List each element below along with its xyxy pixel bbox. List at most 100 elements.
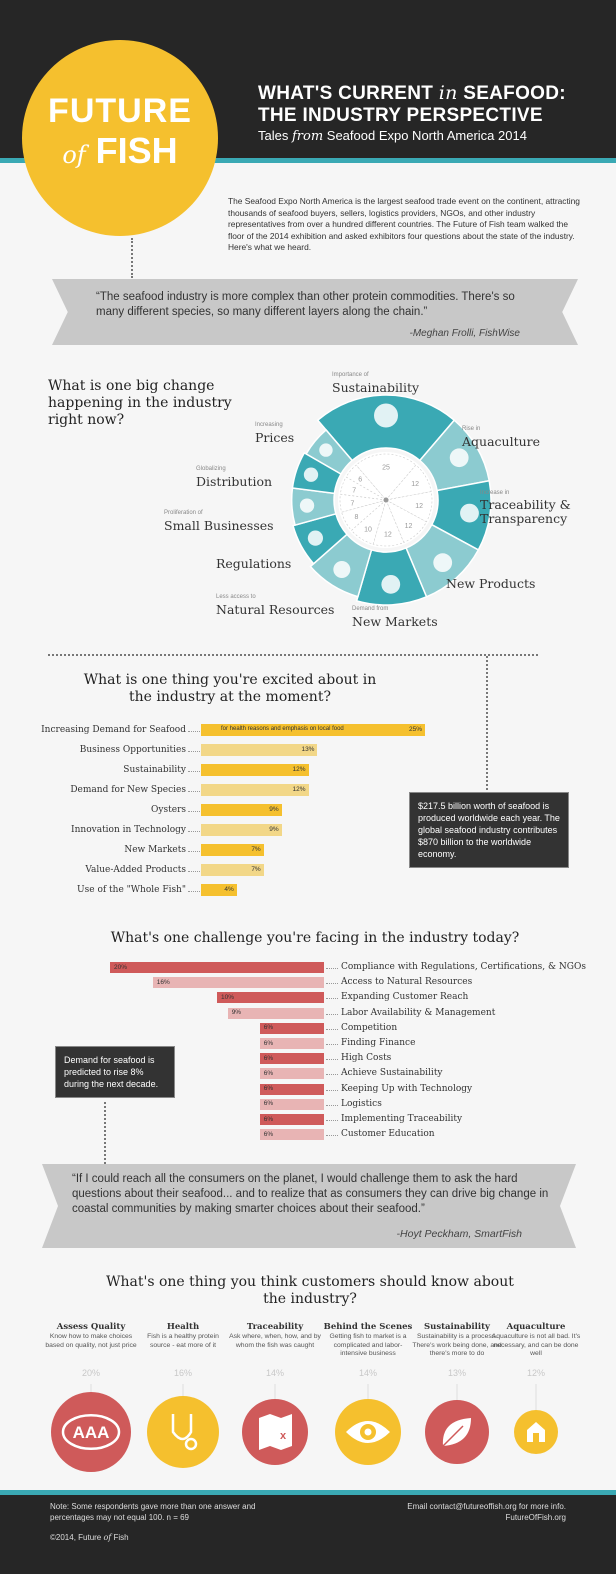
- excited-label-increasing-demand-for-seafood: Increasing Demand for Seafood: [41, 725, 186, 735]
- challenge-bar-expanding-customer-reach: 10%: [217, 992, 324, 1004]
- logo-of: of: [62, 141, 86, 169]
- copy-b: Fish: [111, 1533, 129, 1542]
- footer-copyright: ©2014, Future of Fish: [50, 1533, 129, 1542]
- fact-box-2: Demand for seafood is predicted to rise …: [55, 1046, 175, 1098]
- fact1-connector: [486, 656, 488, 790]
- challenge-leader: [326, 1135, 338, 1137]
- excited-leader: [188, 731, 200, 732]
- pie-value-sustainability: 25: [382, 464, 390, 471]
- challenge-label-compliance-with-regulations-certifications-ngos: Compliance with Regulations, Certificati…: [341, 962, 586, 972]
- category-traceability: Traceability Ask where, when, how, and by…: [229, 1322, 321, 1350]
- pie-icon-regulations-icon: [307, 530, 324, 546]
- category-desc: Aquaculture is not all bad. It's necessa…: [491, 1333, 581, 1357]
- category-title: Behind the Scenes: [323, 1322, 413, 1332]
- excited-leader: [188, 871, 200, 872]
- map-x-mark: x: [280, 1430, 287, 1442]
- header-stripe: [0, 158, 616, 163]
- fact-box-1: $217.5 billion worth of seafood is produ…: [409, 792, 569, 868]
- excited-leader: [188, 831, 200, 832]
- intro-text: The Seafood Expo North America is the la…: [228, 196, 580, 252]
- category-pct-assess-quality: 20%: [81, 1368, 100, 1378]
- footer-stripe: [0, 1490, 616, 1495]
- excited-bar-use-of-the-whole-fish: 4%: [201, 884, 237, 896]
- pie-label-traceability-transparency: Traceability & Transparency: [480, 497, 571, 526]
- pie-label-small-sustainability: Importance of: [332, 372, 369, 378]
- pie-value-new-products: 12: [405, 523, 413, 530]
- copy-a: ©2014, Future: [50, 1533, 104, 1542]
- challenge-leader: [326, 998, 338, 1000]
- challenge-value: 6%: [263, 1054, 274, 1062]
- pie-icon-new-products-icon: [433, 553, 453, 573]
- category-title: Health: [166, 1322, 200, 1332]
- challenge-value: 6%: [263, 1024, 274, 1032]
- category-assess-quality: Assess Quality Know how to make choices b…: [45, 1322, 137, 1350]
- pie-inner-wedge-natural-resources: [351, 499, 387, 545]
- challenge-label-customer-education: Customer Education: [341, 1129, 435, 1140]
- excited-leader: [188, 851, 200, 852]
- challenge-bar-implementing-traceability: 6%: [259, 1114, 324, 1125]
- quote1-banner: [52, 279, 578, 345]
- pie-icon-small-businesses-icon: [299, 498, 315, 513]
- challenge-value: 6%: [263, 1130, 274, 1138]
- challenge-value: 6%: [263, 1069, 274, 1077]
- challenge-label-access-to-natural-resources: Access to Natural Resources: [341, 977, 473, 988]
- pie-value-regulations: 8: [354, 514, 358, 521]
- category-aquaculture: Aquaculture Aquaculture is not all bad. I…: [490, 1322, 582, 1359]
- pie-icon-aquaculture-icon: [449, 448, 469, 468]
- challenge-label-high-costs: High Costs: [341, 1053, 392, 1064]
- pie-label-sustainability: Sustainability: [332, 380, 420, 395]
- pie-label-distribution: Distribution: [196, 474, 273, 489]
- pie-inner-wedge-sustainability: [355, 453, 417, 501]
- excited-leader: [188, 891, 200, 892]
- excited-label-new-markets: New Markets: [124, 845, 186, 855]
- pie-icon-traceability-transparency-icon: [460, 503, 479, 523]
- challenge-value: 9%: [231, 1009, 242, 1017]
- pie-value-small-businesses: 7: [351, 500, 355, 507]
- pie-inner-wedge-new-markets: [372, 499, 405, 547]
- pie-value-aquaculture: 12: [411, 481, 419, 488]
- category-pct-sustainability: 13%: [447, 1368, 466, 1378]
- excited-value: 12%: [292, 786, 306, 793]
- excited-bar-sustainability: 12%: [201, 764, 309, 776]
- excited-leader: [188, 751, 200, 752]
- pie-inner-wedge-new-products: [385, 499, 427, 543]
- category-pct-aquaculture: 12%: [526, 1368, 545, 1378]
- excited-value: 4%: [224, 886, 234, 893]
- challenge-bar-access-to-natural-resources: 16%: [152, 977, 324, 989]
- excited-label-value-added-products: Value-Added Products: [85, 865, 186, 875]
- footer-note: Note: Some respondents gave more than on…: [50, 1502, 256, 1522]
- challenge-value: 6%: [263, 1039, 274, 1047]
- website-link[interactable]: FutureOfFish.org: [505, 1512, 566, 1522]
- excited-value: 9%: [269, 806, 279, 813]
- category-sustainability: Sustainability Sustainability is a proces…: [411, 1322, 503, 1359]
- logo-fish: FISH: [95, 130, 178, 171]
- page-title: WHAT'S CURRENT in SEAFOOD: THE INDUSTRY …: [258, 82, 566, 127]
- challenge-label-finding-finance: Finding Finance: [341, 1038, 416, 1048]
- challenge-label-implementing-traceability: Implementing Traceability: [341, 1114, 463, 1124]
- excited-value: 7%: [251, 866, 261, 873]
- challenge-label-logistics: Logistics: [341, 1098, 382, 1109]
- challenge-label-keeping-up-with-technology: Keeping Up with Technology: [341, 1083, 473, 1094]
- challenge-label-competition: Competition: [341, 1022, 398, 1033]
- excited-bar-increasing-demand-for-seafood: 25% for health reasons and emphasis on lo…: [201, 724, 425, 736]
- excited-bar-value-added-products: 7%: [201, 864, 264, 876]
- excited-leader: [188, 791, 200, 792]
- excited-leader: [188, 771, 200, 772]
- pie-value-traceability-transparency: 12: [415, 503, 423, 510]
- aaa-glyph: AAA: [73, 1423, 110, 1442]
- excited-bar-business-opportunities: 13%: [201, 744, 318, 756]
- excited-label-oysters: Oysters: [151, 805, 186, 815]
- challenge-value: 16%: [156, 978, 170, 986]
- aaa-icon: [51, 1392, 131, 1472]
- excited-bar-new-markets: 7%: [201, 844, 264, 856]
- challenge-bar-compliance-with-regulations-certifications-ngos: 20%: [110, 962, 324, 973]
- footer-band: [0, 1490, 616, 1574]
- pie-label-small-distribution: Globalizing: [196, 466, 226, 472]
- category-desc: Sustainability is a process. There's wor…: [412, 1333, 502, 1357]
- excited-label-demand-for-new-species: Demand for New Species: [70, 785, 186, 795]
- contact-email[interactable]: Email contact@futureoffish.org for more …: [407, 1502, 566, 1511]
- category-desc: Ask where, when, how, and by whom the fi…: [229, 1333, 321, 1349]
- pie-label-small-businesses: Small Businesses: [164, 518, 274, 533]
- title-in: in: [438, 82, 458, 104]
- pie-label-regulations: Regulations: [216, 556, 292, 571]
